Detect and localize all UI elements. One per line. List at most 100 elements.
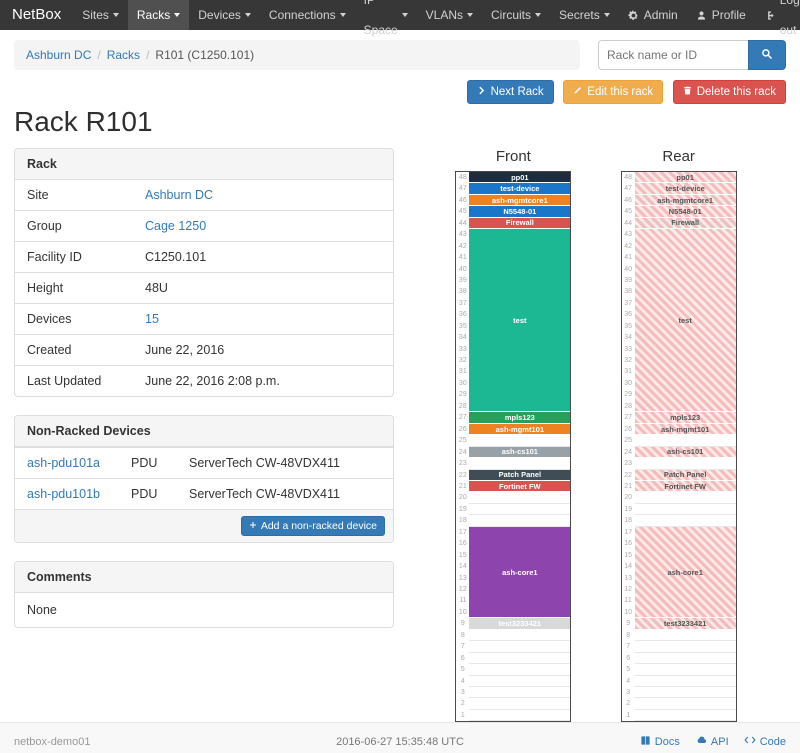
rack-device-front[interactable]: ash-core1 bbox=[469, 526, 571, 619]
rack-device-rear[interactable]: test bbox=[634, 229, 736, 413]
breadcrumb-separator: / bbox=[146, 48, 150, 62]
nav-item-logout[interactable]: Log out bbox=[755, 0, 800, 37]
unit-number: 27 bbox=[624, 414, 633, 422]
user-icon bbox=[696, 10, 707, 21]
rack-device-front[interactable]: mpls123 bbox=[469, 412, 571, 424]
rack-device-rear[interactable]: Firewall bbox=[634, 217, 736, 230]
unit-number: 1 bbox=[460, 711, 465, 719]
rack-row-devices: Devices 15 bbox=[15, 303, 393, 334]
rack-device-front[interactable]: ash-mgmtcore1 bbox=[469, 194, 571, 207]
unit-number: 36 bbox=[458, 311, 467, 319]
page-title: Rack R101 bbox=[14, 106, 153, 137]
nav-item-devices[interactable]: Devices bbox=[189, 0, 260, 30]
rack-device-front[interactable]: test3233421 bbox=[469, 618, 571, 630]
unit-number: 38 bbox=[624, 288, 633, 296]
rack-empty-slot bbox=[469, 652, 571, 665]
unit-number: 21 bbox=[624, 483, 633, 490]
breadcrumb-racks-link[interactable]: Racks bbox=[106, 48, 141, 62]
rack-device-rear[interactable]: ash-core1 bbox=[634, 526, 736, 619]
unit-number: 2 bbox=[626, 700, 631, 708]
rack-device-front[interactable]: Fortinet FW bbox=[469, 481, 571, 493]
nav-item-profile[interactable]: Profile bbox=[687, 0, 755, 30]
trash-icon bbox=[683, 86, 692, 98]
unit-number: 34 bbox=[624, 334, 633, 342]
rack-device-rear[interactable]: N5548-01 bbox=[634, 206, 736, 218]
breadcrumb-site-link[interactable]: Ashburn DC bbox=[26, 48, 92, 62]
unit-number: 44 bbox=[624, 219, 633, 227]
unit-number: 43 bbox=[458, 231, 467, 239]
unit-number: 5 bbox=[626, 666, 631, 674]
rack-front-column: Front 48 pp01 47 test-device 46 ash-mgmtcore1… bbox=[455, 148, 572, 723]
unit-number: 19 bbox=[624, 505, 633, 513]
rack-device-rear[interactable]: mpls123 bbox=[634, 412, 736, 424]
device-label: Patch Panel bbox=[498, 470, 542, 480]
nav-item-secrets[interactable]: Secrets bbox=[550, 0, 619, 30]
device-label: test bbox=[678, 315, 692, 325]
breadcrumb-row: Ashburn DC / Racks / R101 (C1250.101) bbox=[14, 40, 786, 70]
edit-rack-button[interactable]: Edit this rack bbox=[563, 80, 664, 104]
site-link[interactable]: Ashburn DC bbox=[145, 188, 214, 202]
rack-search-button[interactable] bbox=[748, 40, 786, 70]
unit-number: 18 bbox=[624, 517, 633, 525]
device-link[interactable]: ash-pdu101b bbox=[27, 487, 100, 501]
api-link[interactable]: API bbox=[695, 734, 729, 749]
next-rack-button[interactable]: Next Rack bbox=[466, 80, 554, 104]
rack-device-rear[interactable]: ash-cs101 bbox=[634, 446, 736, 459]
caret-down-icon bbox=[401, 13, 408, 17]
nav-item-connections[interactable]: Connections bbox=[260, 0, 355, 30]
nav-item-admin[interactable]: Admin bbox=[619, 0, 687, 30]
rack-device-rear[interactable]: Fortinet FW bbox=[634, 481, 736, 493]
nav-item-racks[interactable]: Racks bbox=[127, 0, 190, 30]
rack-device-rear[interactable]: ash-mgmtcore1 bbox=[634, 194, 736, 207]
unit-number: 33 bbox=[624, 345, 633, 353]
rack-device-front[interactable]: pp01 bbox=[469, 172, 571, 184]
rack-empty-slot bbox=[469, 435, 571, 447]
rack-search bbox=[598, 40, 786, 70]
unit-number: 29 bbox=[624, 391, 633, 399]
device-label: ash-mgmt101 bbox=[660, 424, 710, 434]
unit-number: 4 bbox=[626, 677, 631, 685]
nav-right: Admin Profile Log out bbox=[619, 0, 800, 37]
rack-device-front[interactable]: Patch Panel bbox=[469, 469, 571, 481]
docs-link[interactable]: Docs bbox=[640, 735, 680, 749]
nonracked-row: ash-pdu101a PDU ServerTech CW-48VDX411 bbox=[15, 447, 393, 478]
rack-empty-slot bbox=[634, 492, 736, 504]
rack-device-front[interactable]: ash-mgmt101 bbox=[469, 423, 571, 436]
rack-empty-slot bbox=[469, 515, 571, 527]
devices-count-link[interactable]: 15 bbox=[145, 312, 159, 326]
rack-empty-slot bbox=[634, 458, 736, 470]
unit-number: 13 bbox=[624, 574, 633, 582]
rack-device-front[interactable]: ash-cs101 bbox=[469, 446, 571, 459]
unit-number: 42 bbox=[624, 242, 633, 250]
device-link[interactable]: ash-pdu101a bbox=[27, 456, 100, 470]
nav-item-ip-space[interactable]: IP Space bbox=[355, 0, 417, 37]
rack-search-input[interactable] bbox=[598, 40, 748, 70]
rack-device-front[interactable]: Firewall bbox=[469, 217, 571, 230]
group-link[interactable]: Cage 1250 bbox=[145, 219, 207, 233]
rack-device-rear[interactable]: test3233421 bbox=[634, 618, 736, 630]
unit-number: 6 bbox=[626, 654, 631, 662]
rack-row-group: Group Cage 1250 bbox=[15, 210, 393, 241]
rack-device-rear[interactable]: pp01 bbox=[634, 172, 736, 184]
unit-number: 19 bbox=[458, 505, 467, 513]
nav-item-sites[interactable]: Sites bbox=[73, 0, 128, 30]
code-link[interactable]: Code bbox=[744, 734, 786, 749]
rack-device-rear[interactable]: test-device bbox=[634, 183, 736, 195]
rack-rear-title: Rear bbox=[662, 148, 695, 165]
rack-device-rear[interactable]: Patch Panel bbox=[634, 469, 736, 481]
unit-number: 38 bbox=[458, 288, 467, 296]
unit-number: 45 bbox=[458, 208, 467, 216]
rack-elevations: Front 48 pp01 47 test-device 46 ash-mgmtcore1… bbox=[406, 148, 786, 723]
add-nonracked-device-button[interactable]: Add a non-racked device bbox=[240, 516, 385, 536]
comments-panel-title: Comments bbox=[15, 562, 393, 593]
rack-device-rear[interactable]: ash-mgmt101 bbox=[634, 423, 736, 436]
nav-item-vlans[interactable]: VLANs bbox=[417, 0, 482, 30]
nav-item-circuits[interactable]: Circuits bbox=[482, 0, 550, 30]
delete-rack-button[interactable]: Delete this rack bbox=[672, 80, 786, 104]
app-brand[interactable]: NetBox bbox=[12, 6, 62, 23]
hostname: netbox-demo01 bbox=[14, 735, 91, 748]
unit-number: 28 bbox=[458, 402, 467, 410]
rack-device-front[interactable]: test bbox=[469, 229, 571, 413]
rack-device-front[interactable]: N5548-01 bbox=[469, 206, 571, 218]
rack-device-front[interactable]: test-device bbox=[469, 183, 571, 195]
